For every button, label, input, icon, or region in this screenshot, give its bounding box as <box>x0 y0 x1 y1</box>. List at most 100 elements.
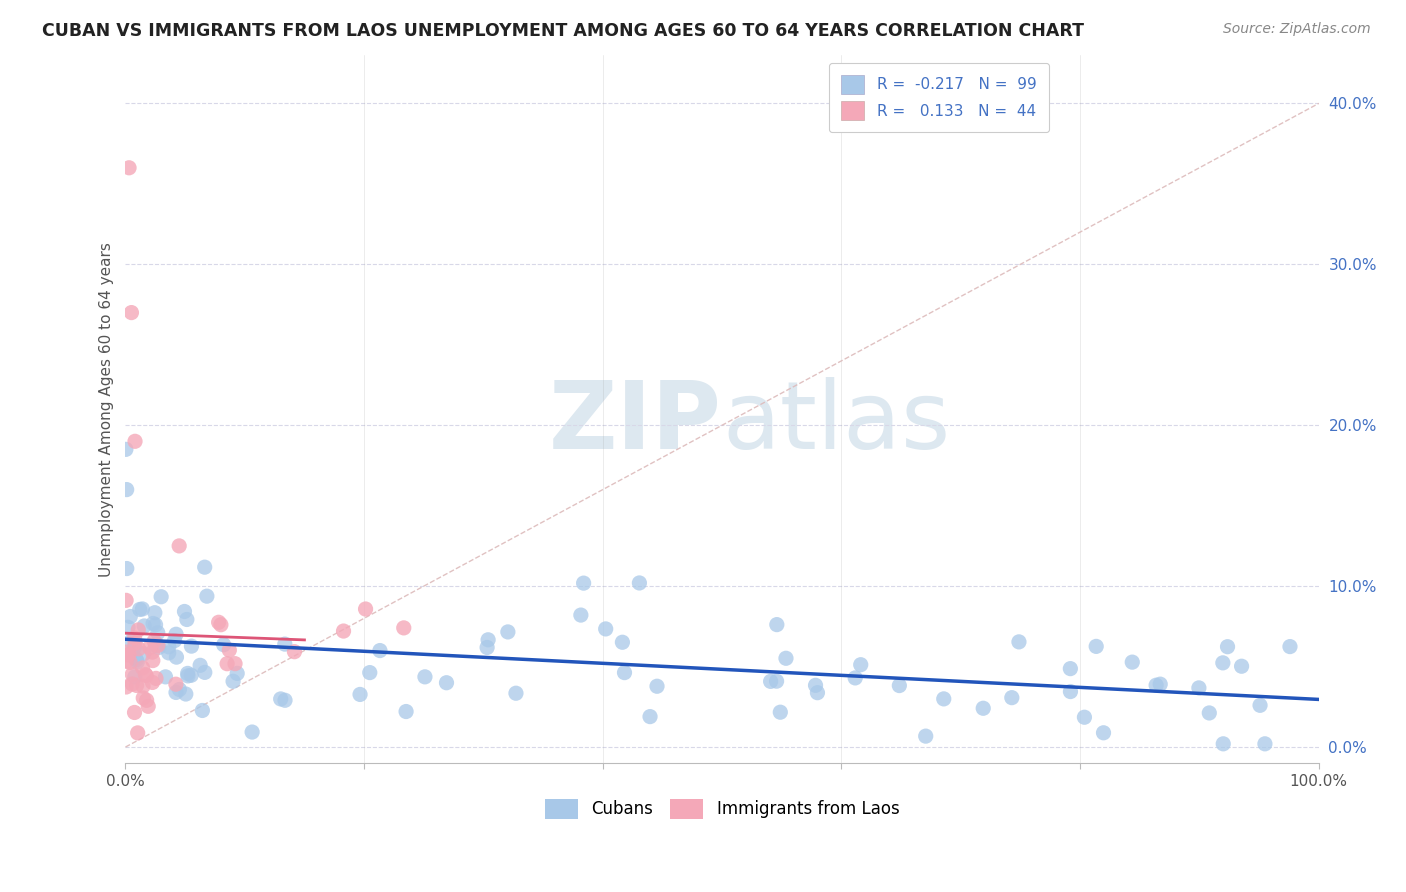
Point <box>115 593 138 607</box>
Point <box>1230 659 1253 673</box>
Text: atlas: atlas <box>723 377 950 469</box>
Point <box>135 667 157 681</box>
Point <box>166 650 188 665</box>
Point <box>1092 726 1115 740</box>
Point <box>332 624 354 638</box>
Point <box>143 606 166 620</box>
Point <box>1121 655 1143 669</box>
Point <box>645 679 668 693</box>
Point <box>413 670 436 684</box>
Point <box>354 602 377 616</box>
Point <box>124 670 146 684</box>
Point <box>163 633 186 648</box>
Point <box>188 658 211 673</box>
Point <box>477 632 499 647</box>
Point <box>217 657 239 671</box>
Point <box>157 646 180 660</box>
Point <box>174 687 197 701</box>
Point <box>572 576 595 591</box>
Point <box>368 643 391 657</box>
Point <box>155 670 177 684</box>
Point <box>157 640 180 654</box>
Point <box>1188 681 1211 695</box>
Point <box>176 612 198 626</box>
Point <box>218 643 240 657</box>
Point <box>1278 640 1301 654</box>
Point <box>274 693 297 707</box>
Point <box>1073 710 1095 724</box>
Point <box>191 703 214 717</box>
Point <box>131 661 153 675</box>
Point <box>165 627 187 641</box>
Point <box>125 653 148 667</box>
Point <box>115 645 138 659</box>
Point <box>141 645 163 659</box>
Point <box>124 706 146 720</box>
Point <box>117 620 139 634</box>
Point <box>1198 706 1220 720</box>
Point <box>222 674 245 689</box>
Point <box>1059 662 1081 676</box>
Point <box>167 539 190 553</box>
Point <box>146 638 169 652</box>
Point <box>115 561 138 575</box>
Point <box>127 655 149 669</box>
Point <box>349 688 371 702</box>
Point <box>134 619 156 633</box>
Point <box>359 665 381 680</box>
Point <box>1059 684 1081 698</box>
Point <box>766 617 789 632</box>
Point <box>132 679 155 693</box>
Point <box>128 602 150 616</box>
Point <box>125 678 148 692</box>
Text: CUBAN VS IMMIGRANTS FROM LAOS UNEMPLOYMENT AMONG AGES 60 TO 64 YEARS CORRELATION: CUBAN VS IMMIGRANTS FROM LAOS UNEMPLOYME… <box>42 22 1084 40</box>
Point <box>165 677 187 691</box>
Point <box>135 693 157 707</box>
Point <box>115 483 138 497</box>
Point <box>120 634 142 648</box>
Point <box>769 705 792 719</box>
Point <box>1216 640 1239 654</box>
Point <box>150 590 173 604</box>
Point <box>135 668 157 682</box>
Point <box>270 692 292 706</box>
Point <box>496 624 519 639</box>
Point <box>759 674 782 689</box>
Point <box>224 657 246 671</box>
Point <box>141 675 163 690</box>
Point <box>118 161 141 175</box>
Point <box>595 622 617 636</box>
Point <box>145 639 167 653</box>
Point <box>145 672 167 686</box>
Point <box>274 637 297 651</box>
Point <box>124 631 146 645</box>
Point <box>173 605 195 619</box>
Point <box>505 686 527 700</box>
Point <box>128 641 150 656</box>
Point <box>120 609 142 624</box>
Point <box>115 654 138 668</box>
Point <box>889 679 911 693</box>
Point <box>765 674 787 689</box>
Point <box>115 680 138 694</box>
Point <box>844 671 866 685</box>
Point <box>208 615 231 630</box>
Point <box>1249 698 1271 713</box>
Point <box>1085 640 1108 654</box>
Point <box>142 616 165 631</box>
Point <box>176 666 198 681</box>
Point <box>124 651 146 665</box>
Point <box>1001 690 1024 705</box>
Text: ZIP: ZIP <box>550 377 723 469</box>
Point <box>209 617 232 632</box>
Point <box>849 657 872 672</box>
Point <box>932 691 955 706</box>
Point <box>194 560 217 574</box>
Point <box>117 648 139 662</box>
Point <box>775 651 797 665</box>
Point <box>194 665 217 680</box>
Point <box>972 701 994 715</box>
Point <box>145 617 167 632</box>
Point <box>240 725 263 739</box>
Point <box>143 634 166 648</box>
